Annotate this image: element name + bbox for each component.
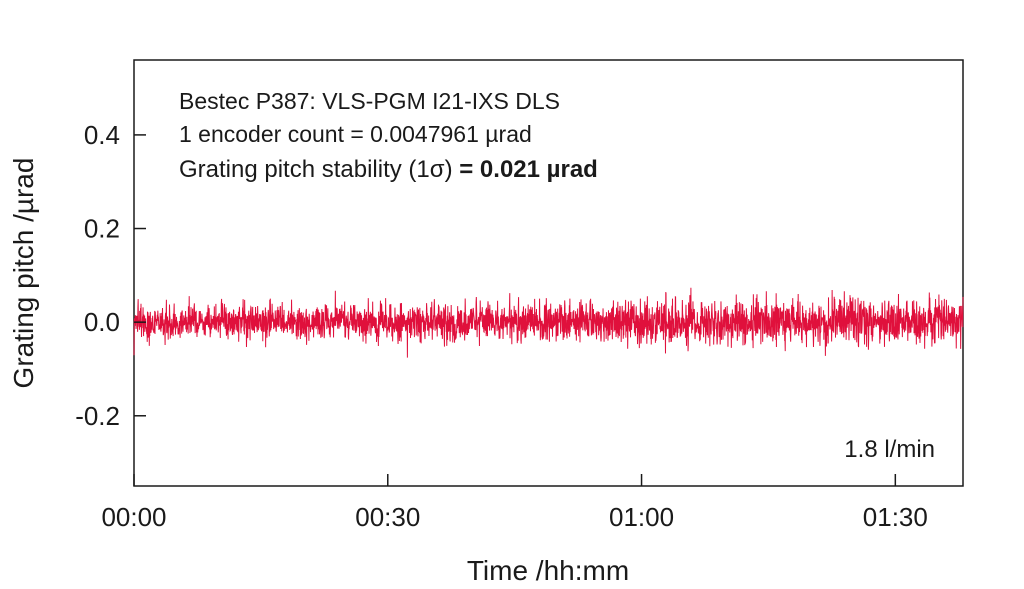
annotation-instrument: Bestec P387: VLS-PGM I21-IXS DLS bbox=[179, 88, 560, 114]
x-tick-label: 00:30 bbox=[355, 502, 420, 532]
y-tick-label: 0.2 bbox=[84, 214, 120, 244]
flow-condition-label: 1.8 l/min bbox=[844, 436, 935, 463]
stability-label: Grating pitch stability (1σ) bbox=[179, 156, 453, 183]
x-tick-label: 01:00 bbox=[609, 502, 674, 532]
annotation-encoder: 1 encoder count = 0.0047961 µrad bbox=[179, 121, 532, 147]
annotation-stability: Grating pitch stability (1σ) = 0.021 µra… bbox=[179, 156, 598, 183]
x-axis-ticks: 00:00 00:30 01:00 01:30 bbox=[101, 474, 928, 532]
y-tick-label: 0.4 bbox=[84, 120, 120, 150]
y-axis-label: Grating pitch /µrad bbox=[8, 158, 39, 389]
y-tick-label: -0.2 bbox=[75, 401, 120, 431]
y-tick-label: 0.0 bbox=[84, 307, 120, 337]
x-tick-label: 00:00 bbox=[101, 502, 166, 532]
plot-frame bbox=[133, 59, 964, 487]
y-axis-ticks: -0.2 0.0 0.2 0.4 bbox=[75, 120, 146, 431]
x-tick-label: 01:30 bbox=[863, 502, 928, 532]
x-axis-label: Time /hh:mm bbox=[467, 555, 629, 586]
series-line-grating-pitch bbox=[133, 287, 964, 358]
stability-value: = 0.021 µrad bbox=[453, 156, 598, 183]
series-layer bbox=[133, 287, 964, 358]
